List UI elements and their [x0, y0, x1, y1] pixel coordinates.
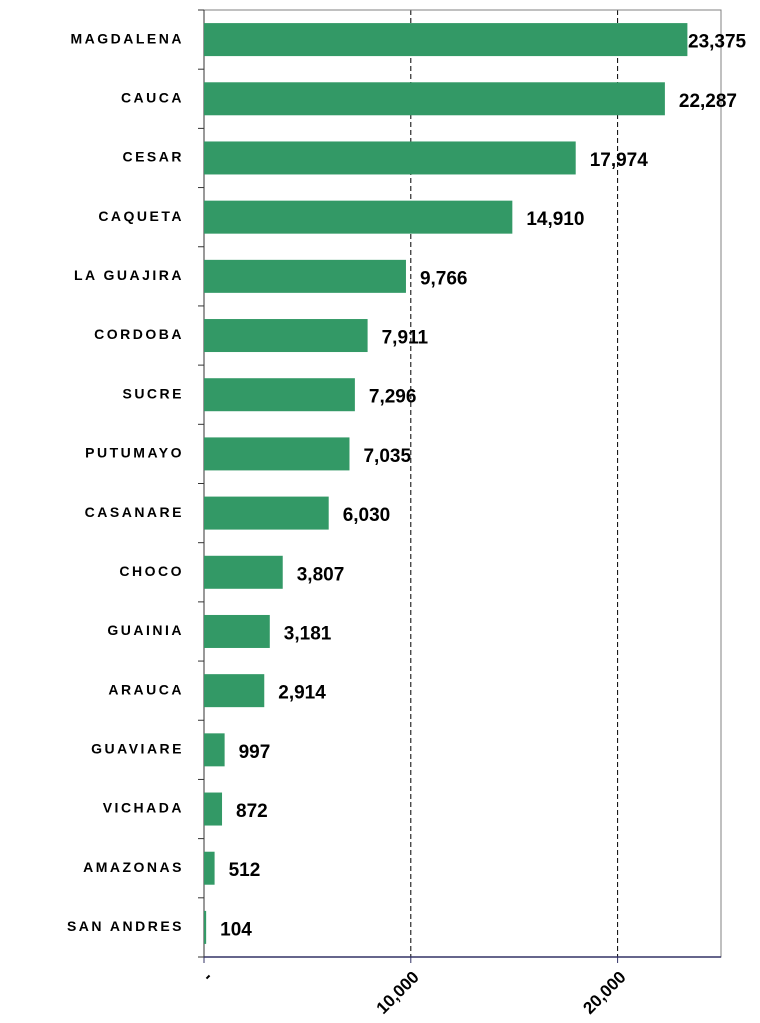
bar: [204, 910, 207, 944]
value-label: 512: [229, 860, 261, 881]
bar: [204, 378, 355, 412]
y-tick-label: CORDOBA: [94, 326, 184, 342]
value-label: 22,287: [679, 91, 737, 112]
y-tick-label: PUTUMAYO: [85, 445, 184, 461]
value-label: 14,910: [526, 209, 584, 230]
bar: [204, 23, 688, 57]
value-label: 3,807: [297, 564, 345, 585]
bar: [204, 733, 225, 767]
value-label: 9,766: [420, 268, 468, 289]
y-tick-label: CAQUETA: [98, 208, 184, 224]
value-label: 104: [220, 919, 252, 940]
bar: [204, 82, 665, 116]
y-tick-label: ARAUCA: [108, 681, 184, 697]
value-label: 2,914: [278, 683, 326, 704]
y-tick-label: CASANARE: [85, 504, 184, 520]
x-tick-label: 10,000: [373, 968, 423, 1018]
bar: [204, 259, 406, 293]
bar: [204, 319, 368, 353]
value-label: 6,030: [343, 505, 391, 526]
y-tick-label: CAUCA: [121, 89, 184, 105]
y-tick-label: GUAINIA: [107, 622, 184, 638]
x-tick-label: 20,000: [579, 968, 629, 1018]
bar: [204, 851, 215, 885]
y-tick-label: AMAZONAS: [83, 859, 184, 875]
y-tick-label: SAN ANDRES: [67, 918, 184, 934]
y-tick-label: CHOCO: [119, 563, 184, 579]
bar: [204, 496, 329, 530]
y-tick-label: GUAVIARE: [91, 741, 184, 757]
y-tick-label: MAGDALENA: [71, 30, 185, 46]
value-label: 17,974: [590, 150, 649, 171]
value-label: 23,375: [688, 32, 747, 53]
value-label: 7,911: [382, 328, 429, 349]
y-tick-label: SUCRE: [122, 385, 184, 401]
bar: [204, 141, 576, 175]
y-tick-label: CESAR: [122, 149, 184, 165]
bar: [204, 437, 350, 471]
value-label: 872: [236, 801, 268, 822]
bar: [204, 614, 270, 648]
bar: [204, 200, 513, 234]
y-tick-label: LA GUAJIRA: [74, 267, 184, 283]
value-label: 3,181: [284, 623, 332, 644]
bar: [204, 555, 283, 589]
x-tick-label: -: [199, 968, 216, 985]
value-label: 997: [239, 742, 271, 763]
y-tick-label: VICHADA: [103, 800, 184, 816]
bar: [204, 674, 265, 708]
bar: [204, 792, 223, 826]
value-label: 7,035: [363, 446, 411, 467]
value-label: 7,296: [369, 387, 417, 408]
